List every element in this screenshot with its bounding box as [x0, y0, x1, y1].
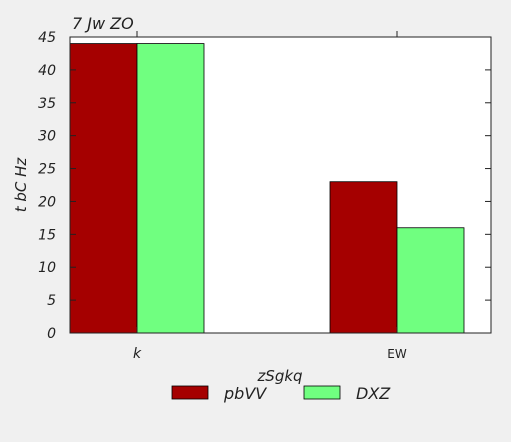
y-tick-label: 40 — [38, 63, 56, 79]
y-tick-label: 45 — [38, 30, 56, 46]
y-tick-label: 25 — [38, 162, 56, 178]
legend-swatch-pbVV — [171, 385, 209, 400]
bar-DXZ-EW — [396, 227, 465, 334]
bar-pbVV-EW — [329, 181, 398, 334]
legend-swatch-DXZ — [303, 385, 341, 400]
x-axis-label: zSgkq — [256, 367, 302, 385]
bar-pbVV-k — [69, 43, 138, 334]
chart-title: 7 Jw ZO — [72, 14, 134, 33]
bar-DXZ-k — [136, 43, 205, 334]
y-tick-label: 5 — [47, 293, 56, 309]
legend-label-pbVV: pbVV — [223, 384, 267, 403]
y-tick-label: 20 — [38, 194, 56, 210]
y-tick-label: 15 — [38, 227, 56, 243]
y-tick-label: 0 — [47, 326, 56, 342]
legend-label-DXZ: DXZ — [356, 384, 391, 403]
bars — [69, 43, 465, 334]
x-tick-label: EW — [387, 347, 407, 361]
y-tick-label: 35 — [38, 96, 56, 112]
y-axis-label: t bC Hz — [12, 157, 30, 213]
y-tick-label: 30 — [38, 129, 56, 145]
plot-frame — [69, 36, 492, 334]
legend: pbVV DXZ — [171, 384, 391, 403]
x-tick-label: k — [133, 346, 142, 362]
axis-ticks: 0 5 10 15 20 25 30 35 40 45 k EW — [38, 30, 491, 362]
y-tick-label: 10 — [38, 260, 56, 276]
